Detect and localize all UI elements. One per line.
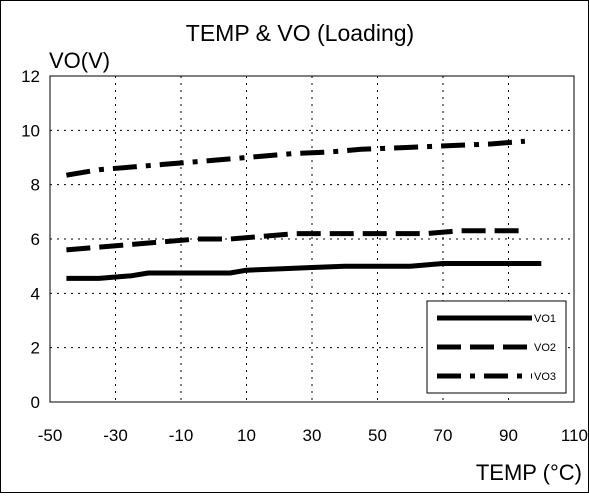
- y-axis-label: VO(V): [49, 48, 110, 73]
- chart-title: TEMP & VO (Loading): [186, 20, 414, 46]
- x-tick-label: 110: [561, 426, 588, 445]
- x-tick-label: 30: [303, 426, 322, 445]
- x-tick-label: 90: [499, 426, 518, 445]
- x-tick-label: 50: [368, 426, 387, 445]
- legend: VO1 VO2 VO3: [426, 300, 567, 394]
- y-tick-label: 2: [31, 339, 40, 358]
- y-tick-label: 4: [31, 284, 40, 303]
- series-line-vo2: [66, 228, 525, 253]
- x-tick-label: -30: [103, 426, 128, 445]
- x-tick-labels: -50 -30 -10 10 30 50 70 90 110: [38, 426, 588, 445]
- legend-label-vo1: VO1: [534, 313, 556, 325]
- y-tick-label: 0: [31, 393, 40, 412]
- x-tick-label: 10: [237, 426, 256, 445]
- y-tick-label: 8: [31, 176, 40, 195]
- x-tick-label: -50: [38, 426, 63, 445]
- y-tick-label: 12: [21, 67, 40, 86]
- x-tick-label: 70: [434, 426, 453, 445]
- x-axis-label: TEMP (°C): [476, 460, 582, 485]
- y-tick-label: 10: [21, 121, 40, 140]
- y-tick-label: 6: [31, 230, 40, 249]
- legend-label-vo2: VO2: [534, 342, 556, 354]
- y-tick-labels: 0 2 4 6 8 10 12: [21, 67, 40, 412]
- x-tick-label: -10: [169, 426, 194, 445]
- legend-label-vo3: VO3: [534, 371, 556, 383]
- series-line-vo1: [66, 261, 542, 281]
- series-lines: [65, 138, 542, 281]
- series-line-vo3: [65, 138, 526, 178]
